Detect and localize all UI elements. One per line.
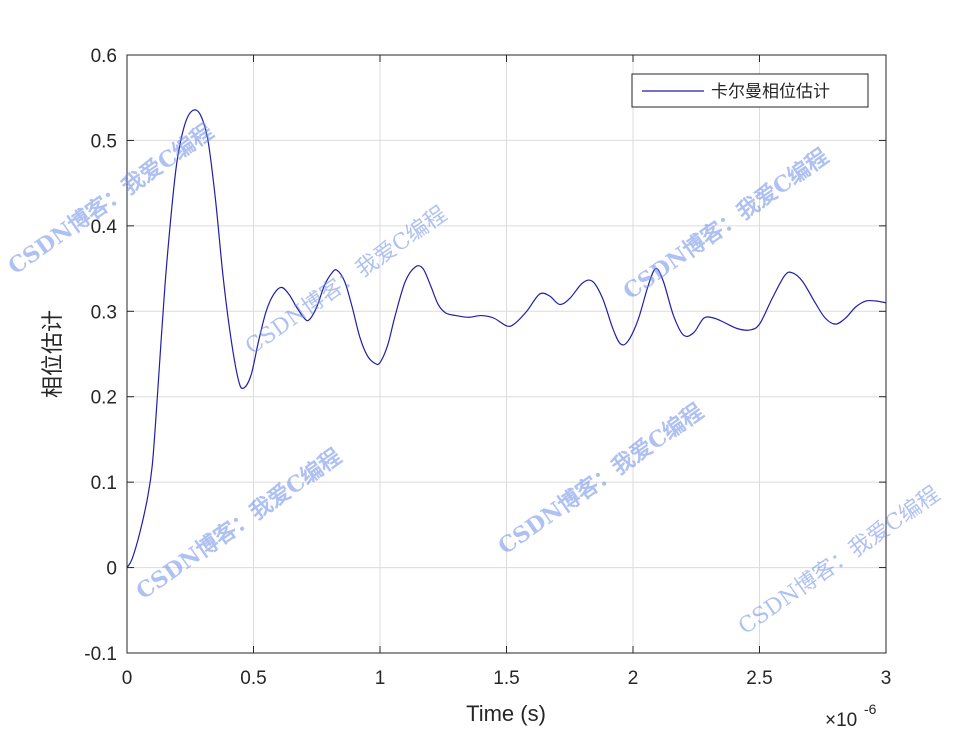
y-tick-label: 0.3 [91,302,117,323]
x-tick-label: 3 [881,668,892,689]
x-axis-label: Time (s) [466,701,546,726]
series-layer [126,109,887,568]
y-tick-label: 0.2 [91,388,117,409]
x-tick-label: 0 [122,668,133,689]
x-exponent-label: ×10 -6 [825,701,877,731]
legend-entry-label: 卡尔曼相位估计 [711,82,830,102]
legend: 卡尔曼相位估计 [631,73,869,108]
y-tick-label: -0.1 [84,644,117,665]
grid [127,55,886,653]
y-axis-label: 相位估计 [41,310,66,398]
y-tick-label: 0 [106,559,117,580]
x-tick-label: 1.5 [493,668,519,689]
y-tick-label: 0.1 [91,473,117,494]
x-tick-label: 0.5 [240,668,266,689]
x-exponent-base: ×10 [825,710,857,731]
y-tick-label: 0.6 [91,46,117,67]
x-tick-label: 2 [628,668,639,689]
series-line [126,109,887,568]
ticks: 0 0.5 1 1.5 2 2.5 3-0.100.10.20.30.40.50.6 [84,46,891,689]
y-tick-label: 0.5 [91,131,117,152]
x-exponent-power: -6 [864,701,877,717]
x-tick-label: 2.5 [746,668,772,689]
y-tick-label: 0.4 [91,217,118,238]
x-tick-label: 1 [375,668,386,689]
